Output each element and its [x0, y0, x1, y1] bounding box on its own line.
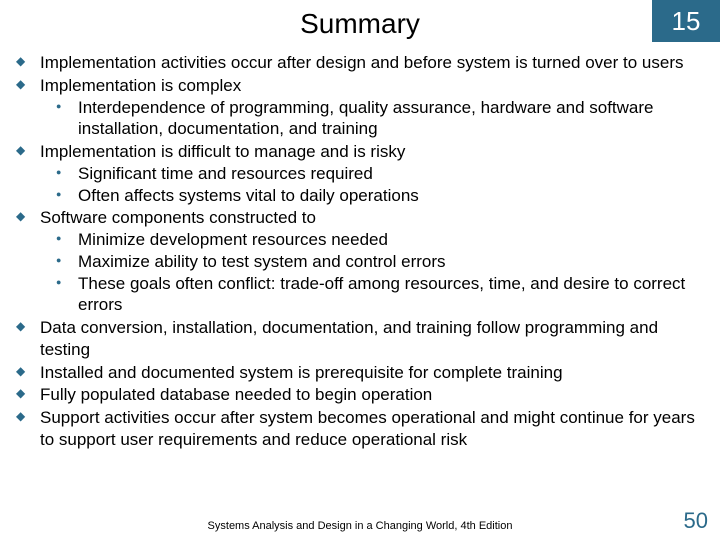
slide-title: Summary	[300, 8, 420, 40]
list-item: Support activities occur after system be…	[14, 407, 706, 451]
sub-bullet-list: Minimize development resources neededMax…	[40, 229, 706, 316]
slide-header: Summary 15	[0, 0, 720, 48]
list-item: Implementation is difficult to manage an…	[14, 141, 706, 206]
list-item: Fully populated database needed to begin…	[14, 384, 706, 406]
list-item: Data conversion, installation, documenta…	[14, 317, 706, 361]
bullet-list: Implementation activities occur after de…	[14, 52, 706, 451]
list-item-text: Implementation activities occur after de…	[40, 53, 683, 72]
list-item: Software components constructed to Minimi…	[14, 207, 706, 316]
slide-content: Implementation activities occur after de…	[0, 48, 720, 451]
list-item: Installed and documented system is prere…	[14, 362, 706, 384]
list-item-text: Support activities occur after system be…	[40, 408, 695, 449]
list-item-text: Implementation is complex	[40, 76, 241, 95]
list-item-text: Data conversion, installation, documenta…	[40, 318, 658, 359]
list-item-text: Fully populated database needed to begin…	[40, 385, 432, 404]
chapter-number-box: 15	[652, 0, 720, 42]
sub-list-item: Often affects systems vital to daily ope…	[44, 185, 706, 207]
sub-bullet-list: Interdependence of programming, quality …	[40, 97, 706, 141]
sub-list-item: These goals often conflict: trade-off am…	[44, 273, 706, 317]
sub-list-item: Maximize ability to test system and cont…	[44, 251, 706, 273]
footer-text: Systems Analysis and Design in a Changin…	[208, 520, 513, 532]
list-item-text: Software components constructed to	[40, 208, 316, 227]
sub-list-item: Interdependence of programming, quality …	[44, 97, 706, 141]
list-item-text: Implementation is difficult to manage an…	[40, 142, 405, 161]
list-item-text: Installed and documented system is prere…	[40, 363, 563, 382]
slide-footer: Systems Analysis and Design in a Changin…	[0, 512, 720, 534]
sub-list-item: Significant time and resources required	[44, 163, 706, 185]
sub-list-item: Minimize development resources needed	[44, 229, 706, 251]
page-number: 50	[684, 508, 708, 534]
list-item: Implementation is complex Interdependence…	[14, 75, 706, 140]
list-item: Implementation activities occur after de…	[14, 52, 706, 74]
sub-bullet-list: Significant time and resources requiredO…	[40, 163, 706, 207]
